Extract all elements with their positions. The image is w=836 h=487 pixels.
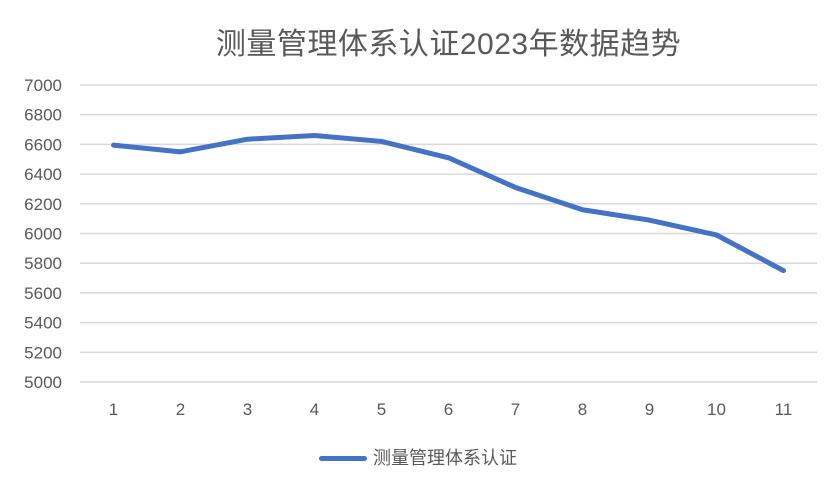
x-axis-tick-label: 5 [377, 400, 386, 419]
y-axis-tick-label: 6200 [24, 195, 62, 214]
legend: 测量管理体系认证 [0, 446, 836, 470]
x-axis-tick-label: 8 [578, 400, 587, 419]
x-axis-tick-label: 1 [109, 400, 118, 419]
y-axis-tick-label: 5200 [24, 343, 62, 362]
y-axis-tick-label: 5000 [24, 373, 62, 392]
y-axis-tick-label: 6000 [24, 225, 62, 244]
y-axis-tick-label: 5800 [24, 254, 62, 273]
x-axis-tick-label: 10 [707, 400, 726, 419]
y-axis-tick-label: 5400 [24, 314, 62, 333]
y-axis-tick-label: 6600 [24, 135, 62, 154]
data-series-line [111, 132, 786, 274]
x-axis-tick-label: 11 [775, 400, 793, 419]
y-axis-tick-label: 7000 [24, 76, 62, 95]
x-axis-tick-label: 2 [176, 400, 185, 419]
y-axis-tick-label: 6800 [24, 106, 62, 125]
legend-line-sample-icon [319, 455, 367, 461]
x-axis-tick-label: 4 [310, 400, 319, 419]
x-axis-tick-label: 6 [444, 400, 453, 419]
y-axis-tick-label: 5600 [24, 284, 62, 303]
chart-title: 测量管理体系认证2023年数据趋势 [215, 28, 682, 61]
x-axis-tick-label: 9 [645, 400, 654, 419]
legend-label: 测量管理体系认证 [373, 448, 517, 468]
x-axis-tick-label: 3 [243, 400, 252, 419]
y-axis-tick-label: 6400 [24, 165, 62, 184]
x-axis-tick-label: 7 [511, 400, 520, 419]
